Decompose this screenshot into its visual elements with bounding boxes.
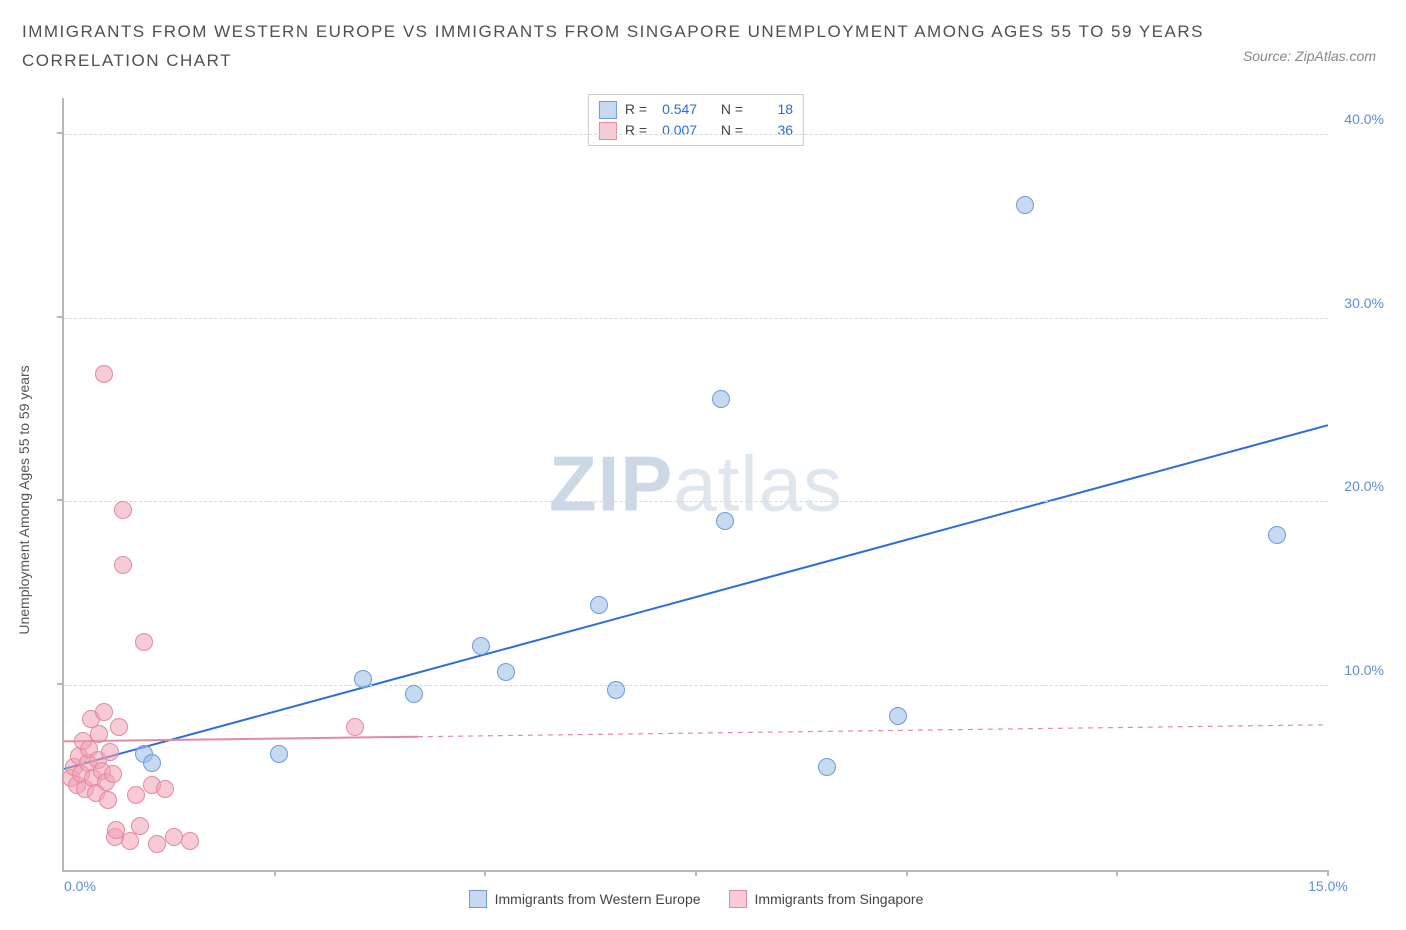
scatter-point	[104, 765, 122, 783]
trend-line-solid	[64, 425, 1328, 769]
scatter-point	[712, 390, 730, 408]
scatter-point	[114, 556, 132, 574]
stat-n-value-a: 18	[751, 99, 793, 120]
chart-title-block: IMMIGRANTS FROM WESTERN EUROPE VS IMMIGR…	[22, 18, 1384, 76]
x-tick-mark	[1116, 870, 1118, 876]
scatter-point	[472, 637, 490, 655]
trend-line-dashed	[418, 725, 1328, 737]
stat-n-label: N =	[721, 120, 743, 141]
scatter-point	[716, 512, 734, 530]
scatter-point	[818, 758, 836, 776]
scatter-point	[181, 832, 199, 850]
chart-title-line2: CORRELATION CHART	[22, 47, 1384, 76]
scatter-point	[95, 703, 113, 721]
y-tick-mark	[57, 316, 64, 318]
y-tick-label: 30.0%	[1332, 295, 1384, 311]
gridline-h	[64, 134, 1328, 135]
y-tick-mark	[57, 499, 64, 501]
x-tick-label: 0.0%	[64, 878, 96, 894]
y-axis-label: Unemployment Among Ages 55 to 59 years	[16, 365, 32, 634]
scatter-point	[156, 780, 174, 798]
scatter-point	[270, 745, 288, 763]
legend-label-a: Immigrants from Western Europe	[495, 891, 701, 907]
scatter-point	[143, 754, 161, 772]
y-tick-label: 10.0%	[1332, 662, 1384, 678]
source-prefix: Source:	[1243, 48, 1295, 64]
scatter-point	[354, 670, 372, 688]
y-tick-label: 20.0%	[1332, 478, 1384, 494]
legend-item-a: Immigrants from Western Europe	[469, 890, 701, 908]
chart-title-line1: IMMIGRANTS FROM WESTERN EUROPE VS IMMIGR…	[22, 18, 1384, 47]
stat-r-label: R =	[625, 99, 647, 120]
x-tick-label: 15.0%	[1308, 878, 1348, 894]
x-tick-mark	[1327, 870, 1329, 876]
stats-legend-box: R = 0.547 N = 18 R = 0.007 N = 36	[588, 94, 804, 146]
swatch-series-a	[599, 101, 617, 119]
stats-row-series-b: R = 0.007 N = 36	[599, 120, 793, 141]
stats-row-series-a: R = 0.547 N = 18	[599, 99, 793, 120]
scatter-point	[99, 791, 117, 809]
y-tick-mark	[57, 132, 64, 134]
chart-container: Unemployment Among Ages 55 to 59 years Z…	[18, 88, 1388, 912]
trend-lines	[64, 98, 1328, 870]
x-tick-mark	[484, 870, 486, 876]
legend-label-b: Immigrants from Singapore	[755, 891, 924, 907]
swatch-series-b	[599, 122, 617, 140]
scatter-point	[889, 707, 907, 725]
scatter-point	[590, 596, 608, 614]
scatter-point	[135, 633, 153, 651]
scatter-point	[95, 365, 113, 383]
y-tick-label: 40.0%	[1332, 111, 1384, 127]
x-tick-mark	[274, 870, 276, 876]
gridline-h	[64, 318, 1328, 319]
scatter-point	[165, 828, 183, 846]
source-name: ZipAtlas.com	[1295, 48, 1376, 64]
x-tick-mark	[695, 870, 697, 876]
scatter-point	[110, 718, 128, 736]
source-attribution: Source: ZipAtlas.com	[1243, 48, 1376, 64]
gridline-h	[64, 501, 1328, 502]
scatter-point	[607, 681, 625, 699]
stat-r-value-a: 0.547	[655, 99, 697, 120]
stat-n-label: N =	[721, 99, 743, 120]
bottom-legend: Immigrants from Western Europe Immigrant…	[64, 890, 1328, 908]
stat-n-value-b: 36	[751, 120, 793, 141]
stat-r-label: R =	[625, 120, 647, 141]
legend-swatch-b	[729, 890, 747, 908]
scatter-point	[101, 743, 119, 761]
scatter-point	[114, 501, 132, 519]
gridline-h	[64, 685, 1328, 686]
legend-item-b: Immigrants from Singapore	[729, 890, 924, 908]
x-tick-mark	[906, 870, 908, 876]
scatter-point	[1016, 196, 1034, 214]
scatter-point	[346, 718, 364, 736]
scatter-point	[148, 835, 166, 853]
plot-area: ZIPatlas R = 0.547 N = 18 R = 0.007 N = …	[62, 98, 1328, 872]
scatter-point	[497, 663, 515, 681]
legend-swatch-a	[469, 890, 487, 908]
scatter-point	[90, 725, 108, 743]
stat-r-value-b: 0.007	[655, 120, 697, 141]
scatter-point	[405, 685, 423, 703]
y-tick-mark	[57, 683, 64, 685]
trend-line-solid	[64, 737, 418, 742]
scatter-point	[127, 786, 145, 804]
scatter-point	[1268, 526, 1286, 544]
scatter-point	[131, 817, 149, 835]
